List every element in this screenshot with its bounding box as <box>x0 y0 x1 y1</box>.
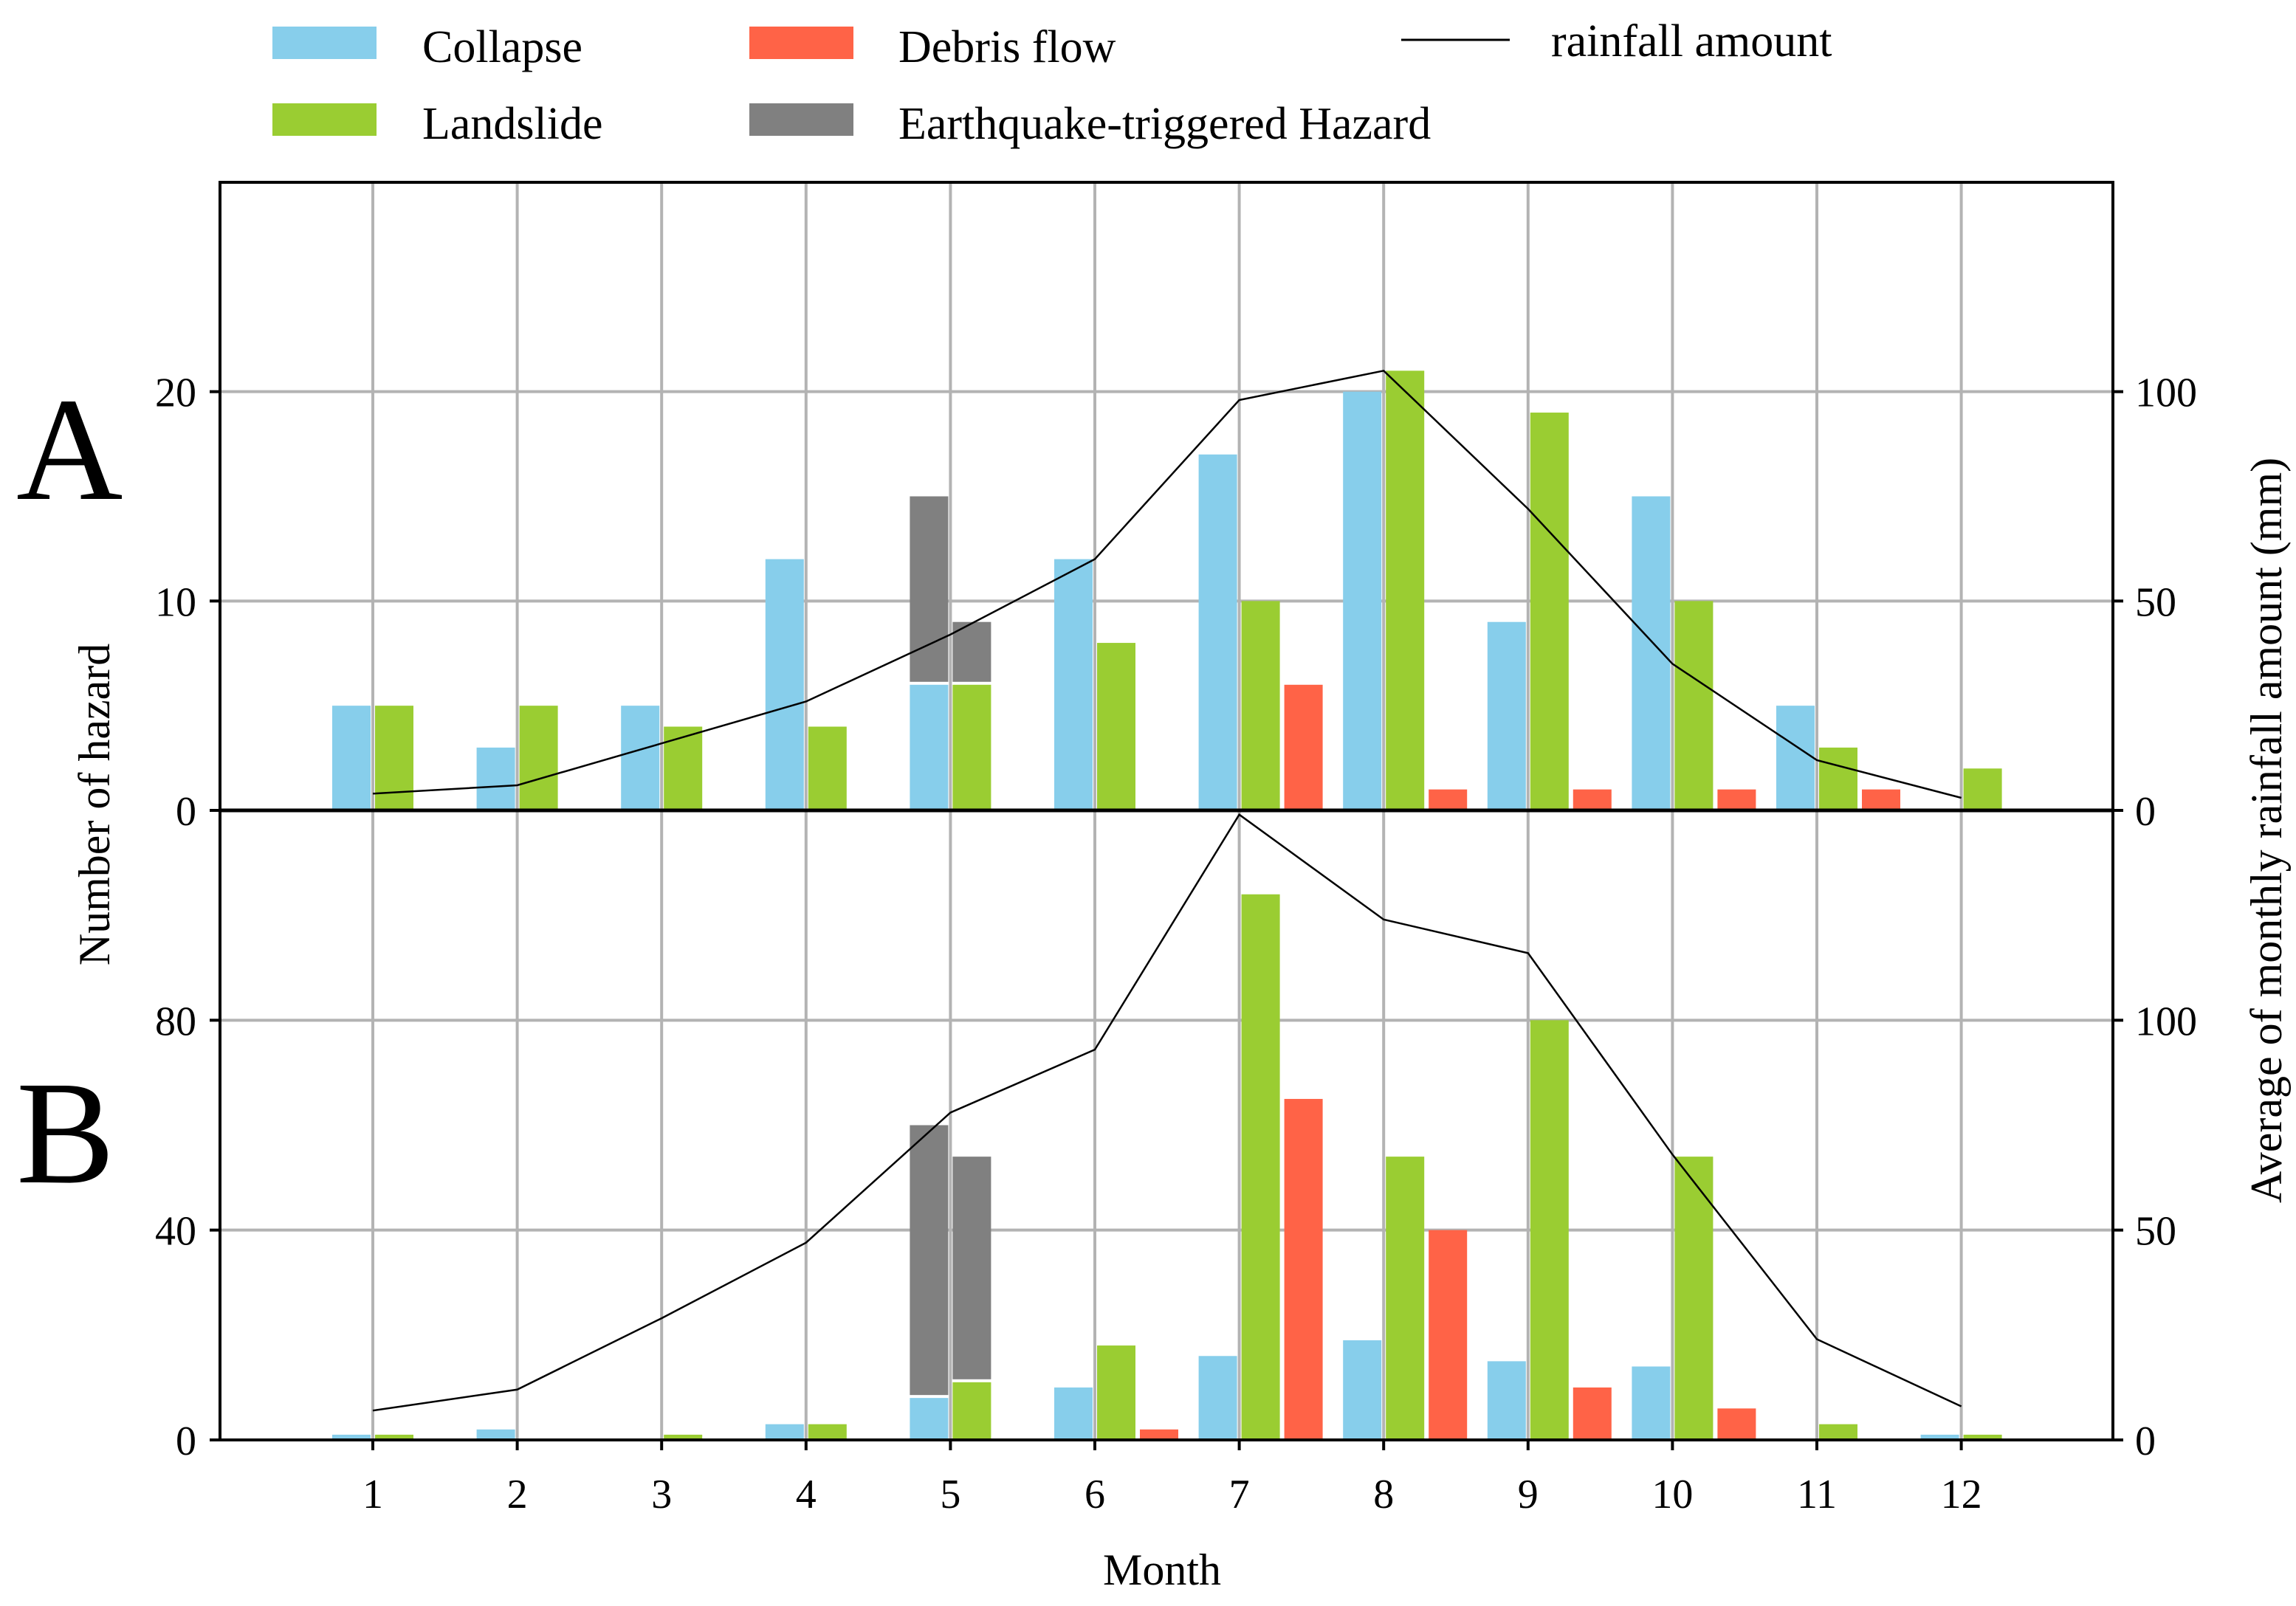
bar-landslide-month-6 <box>1097 643 1135 810</box>
bar-landslide-month-4 <box>808 727 847 810</box>
y-tick-label-right-a-50: 50 <box>2135 579 2176 625</box>
legend-swatch-debris-flow <box>749 27 853 59</box>
legend-label-landslide: Landslide <box>422 99 603 149</box>
bar-landslide-month-7 <box>1242 895 1280 1440</box>
x-tick-label-4: 4 <box>796 1472 817 1517</box>
y-axis-title-left: Number of hazard <box>70 644 119 965</box>
bar-debris-month-9 <box>1573 1388 1612 1440</box>
x-tick-label-2: 2 <box>507 1472 528 1517</box>
bar-collapse-month-5 <box>910 685 948 810</box>
y-tick-label-left-b-0: 0 <box>176 1419 196 1464</box>
bar-debris-month-10 <box>1717 1408 1756 1440</box>
legend-label-collapse: Collapse <box>422 22 582 72</box>
x-axis-title: Month <box>1103 1545 1221 1594</box>
bar-landslide-month-9 <box>1530 1020 1569 1440</box>
x-tick-label-11: 11 <box>1797 1472 1837 1517</box>
bar-landslide-month-11 <box>1819 1424 1857 1440</box>
y-tick-label-left-a-20: 20 <box>155 371 196 416</box>
bar-collapse-month-7 <box>1199 455 1237 810</box>
panel-a-letter: A <box>16 368 123 531</box>
bar-landslide-month-2 <box>520 706 558 810</box>
bar-landslide-month-6 <box>1097 1345 1135 1440</box>
y-tick-label-left-a-10: 10 <box>155 579 196 625</box>
bar-collapse-month-6 <box>1054 559 1093 810</box>
bar-collapse-month-8 <box>1343 392 1381 810</box>
bar-landslide-month-8 <box>1386 1157 1424 1440</box>
bar-landslide-month-3 <box>664 727 702 810</box>
legend-label-earthquake: Earthquake-triggered Hazard <box>898 99 1431 149</box>
legend-label-rainfall: rainfall amount <box>1551 16 1832 66</box>
panel-b-letter: B <box>16 1052 114 1215</box>
bar-landslide-month-7 <box>1242 601 1280 810</box>
x-tick-label-1: 1 <box>362 1472 383 1517</box>
bar-collapse-month-9 <box>1488 1361 1526 1440</box>
bar-collapse-month-10 <box>1632 497 1670 811</box>
y-tick-label-right-b-50: 50 <box>2135 1209 2176 1255</box>
bar-debris-month-8 <box>1429 1230 1467 1440</box>
x-tick-label-10: 10 <box>1651 1472 1693 1517</box>
x-tick-label-6: 6 <box>1085 1472 1105 1517</box>
bar-landslide-month-5 <box>952 685 991 810</box>
x-tick-label-8: 8 <box>1373 1472 1394 1517</box>
bar-collapse-month-3 <box>621 706 659 810</box>
x-tick-label-12: 12 <box>1941 1472 1982 1517</box>
y-tick-label-right-a-0: 0 <box>2135 789 2156 835</box>
bar-collapse-month-11 <box>1776 706 1815 810</box>
bar-landslide-month-11 <box>1819 748 1857 810</box>
bar-collapse-month-4 <box>766 559 804 810</box>
bar-earthquake-collapse-stack <box>910 497 948 682</box>
bar-landslide-month-8 <box>1386 371 1424 810</box>
bar-collapse-month-9 <box>1488 622 1526 810</box>
legend-label-debris-flow: Debris flow <box>898 22 1116 72</box>
bar-collapse-month-8 <box>1343 1340 1381 1440</box>
x-tick-label-9: 9 <box>1518 1472 1539 1517</box>
bar-earthquake-collapse-stack <box>910 1126 948 1396</box>
legend-swatch-collapse <box>272 27 377 59</box>
bar-debris-month-9 <box>1573 790 1612 810</box>
bar-collapse-month-4 <box>766 1424 804 1440</box>
x-tick-label-7: 7 <box>1229 1472 1250 1517</box>
bar-collapse-month-6 <box>1054 1388 1093 1440</box>
bar-earthquake-landslide-stack <box>952 1157 991 1379</box>
legend-swatch-landslide <box>272 103 377 136</box>
bar-debris-month-10 <box>1717 790 1756 810</box>
bar-landslide-month-4 <box>808 1424 847 1440</box>
y-axis-title-right: Average of monthly rainfall amount (mm) <box>2242 458 2291 1203</box>
bar-landslide-month-12 <box>1964 768 2002 810</box>
bar-debris-month-6 <box>1140 1430 1178 1440</box>
bar-collapse-month-2 <box>477 1430 515 1440</box>
legend-swatch-earthquake <box>749 103 853 136</box>
bar-debris-month-8 <box>1429 790 1467 810</box>
y-tick-label-right-b-100: 100 <box>2135 999 2197 1044</box>
bar-debris-month-11 <box>1862 790 1900 810</box>
x-tick-label-5: 5 <box>940 1472 960 1517</box>
bar-collapse-month-2 <box>477 748 515 810</box>
bar-landslide-month-10 <box>1674 601 1713 810</box>
bar-collapse-month-7 <box>1199 1356 1237 1440</box>
bar-collapse-month-1 <box>332 706 371 810</box>
y-tick-label-left-a-0: 0 <box>176 789 196 835</box>
bar-landslide-month-5 <box>952 1382 991 1440</box>
bar-landslide-month-9 <box>1530 413 1569 810</box>
y-tick-label-right-b-0: 0 <box>2135 1419 2156 1464</box>
y-tick-label-right-a-100: 100 <box>2135 371 2197 416</box>
x-tick-label-3: 3 <box>651 1472 672 1517</box>
bar-debris-month-7 <box>1285 1099 1323 1440</box>
y-tick-label-left-b-40: 40 <box>155 1209 196 1255</box>
bar-collapse-month-5 <box>910 1398 948 1440</box>
bar-landslide-month-1 <box>375 706 413 810</box>
bar-debris-month-7 <box>1285 685 1323 810</box>
bar-collapse-month-10 <box>1632 1366 1670 1440</box>
y-tick-label-left-b-80: 80 <box>155 999 196 1044</box>
